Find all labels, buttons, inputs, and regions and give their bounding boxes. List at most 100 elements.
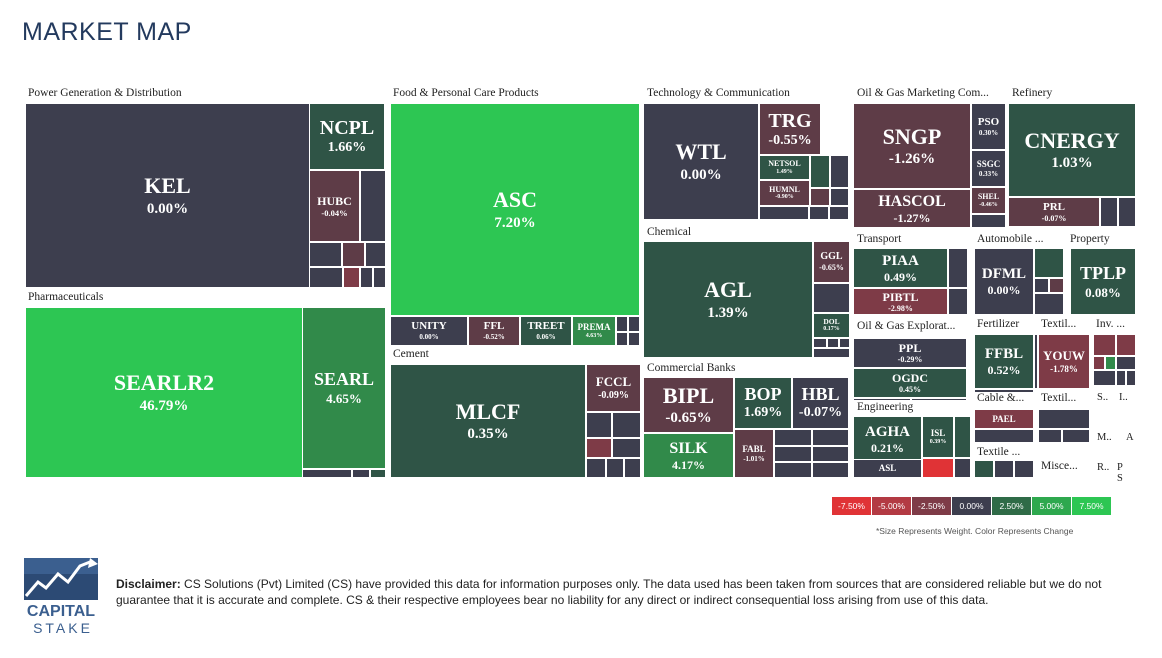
stock-tile[interactable]: PPL -0.29% (853, 338, 967, 368)
stock-tile-small[interactable] (774, 429, 812, 446)
stock-tile[interactable]: SEARLR2 46.79% (25, 307, 303, 478)
stock-tile[interactable]: HBL -0.07% (792, 377, 849, 429)
stock-tile-small[interactable] (1116, 334, 1136, 356)
stock-tile-small[interactable] (812, 446, 849, 462)
stock-tile-small[interactable] (342, 242, 365, 267)
stock-tile[interactable]: HASCOL -1.27% (853, 189, 971, 228)
stock-tile[interactable]: HUMNL -0.90% (759, 180, 810, 206)
stock-tile-small[interactable] (343, 267, 360, 288)
stock-tile[interactable]: NCPL 1.66% (309, 103, 385, 170)
stock-tile[interactable]: FABL -1.01% (734, 429, 774, 478)
stock-tile[interactable]: PIBTL -2.98% (853, 288, 948, 315)
stock-tile-small[interactable] (360, 170, 386, 242)
stock-tile-small[interactable] (1038, 429, 1062, 443)
stock-tile-small[interactable] (586, 438, 612, 458)
stock-tile-small[interactable] (1116, 370, 1126, 386)
stock-tile-small[interactable] (774, 462, 812, 478)
stock-tile[interactable]: AGHA 0.21% (853, 416, 922, 462)
stock-tile-small[interactable] (810, 188, 830, 206)
stock-tile-small[interactable] (830, 155, 849, 188)
stock-tile-small[interactable] (839, 338, 850, 348)
stock-tile-small[interactable] (813, 348, 850, 358)
stock-tile-small[interactable] (1093, 334, 1116, 356)
stock-tile-small[interactable] (759, 206, 809, 220)
stock-tile-small[interactable] (612, 438, 641, 458)
stock-tile-small[interactable] (352, 469, 370, 478)
stock-tile-small[interactable] (830, 188, 849, 206)
stock-tile[interactable]: GGL -0.65% (813, 241, 850, 283)
stock-tile-small[interactable] (1014, 460, 1034, 478)
stock-tile-small[interactable] (994, 460, 1014, 478)
stock-tile-small[interactable] (309, 242, 342, 267)
stock-tile-small[interactable] (954, 458, 971, 478)
stock-tile-small[interactable] (974, 389, 1034, 393)
stock-tile-small[interactable] (1034, 334, 1038, 389)
stock-tile[interactable]: OGDC 0.45% (853, 368, 967, 398)
stock-tile[interactable]: SILK 4.17% (643, 433, 734, 478)
stock-tile-small[interactable] (586, 458, 606, 478)
stock-tile[interactable]: FCCL -0.09% (586, 364, 641, 412)
stock-tile-small[interactable] (948, 248, 968, 288)
stock-tile-small[interactable] (948, 288, 968, 315)
stock-tile-small[interactable] (812, 462, 849, 478)
stock-tile-small[interactable] (628, 316, 640, 332)
stock-tile[interactable]: PRL -0.07% (1008, 197, 1100, 227)
stock-tile-small[interactable] (974, 460, 994, 478)
stock-tile[interactable]: DFML 0.00% (974, 248, 1034, 315)
stock-tile-small[interactable] (810, 155, 830, 188)
stock-tile-small[interactable] (827, 338, 839, 348)
stock-tile[interactable]: TREET 0.06% (520, 316, 572, 346)
stock-tile-small[interactable] (1126, 370, 1136, 386)
stock-tile-small[interactable] (1034, 278, 1049, 293)
stock-tile-small[interactable] (616, 332, 628, 346)
stock-tile-small[interactable] (616, 316, 628, 332)
stock-tile[interactable]: DOL 0.17% (813, 313, 850, 338)
capital-stake-logo[interactable]: CAPITAL STAKE (24, 558, 102, 636)
stock-tile-small[interactable] (1093, 370, 1116, 386)
stock-tile-small[interactable] (360, 267, 373, 288)
stock-tile[interactable]: UNITY 0.00% (390, 316, 468, 346)
stock-tile[interactable]: NETSOL 1.49% (759, 155, 810, 180)
stock-tile[interactable]: YOUW -1.78% (1038, 334, 1090, 389)
stock-tile-small[interactable] (1062, 429, 1090, 443)
stock-tile[interactable]: KEL 0.00% (25, 103, 310, 288)
stock-tile-small[interactable] (813, 338, 827, 348)
stock-tile-small[interactable] (911, 398, 967, 401)
stock-tile[interactable]: AGL 1.39% (643, 241, 813, 358)
stock-tile[interactable]: PSO 0.30% (971, 103, 1006, 150)
stock-tile[interactable]: PAEL (974, 409, 1034, 429)
stock-tile-small[interactable] (1105, 356, 1116, 370)
stock-tile[interactable]: TPLP 0.08% (1070, 248, 1136, 315)
stock-tile-small[interactable] (829, 206, 849, 220)
stock-tile-small[interactable] (1034, 293, 1064, 315)
stock-tile[interactable]: SSGC 0.33% (971, 150, 1006, 187)
stock-tile-small[interactable] (809, 206, 829, 220)
stock-tile[interactable]: PREMA 4.63% (572, 316, 616, 346)
stock-tile-small[interactable] (606, 458, 624, 478)
stock-tile[interactable]: SEARL 4.65% (302, 307, 386, 469)
stock-tile-small[interactable] (774, 446, 812, 462)
stock-tile-small[interactable] (1100, 197, 1118, 227)
stock-tile-small[interactable] (586, 412, 612, 438)
stock-tile[interactable]: FFBL 0.52% (974, 334, 1034, 389)
stock-tile[interactable]: BIPL -0.65% (643, 377, 734, 433)
stock-tile[interactable]: TRG -0.55% (759, 103, 821, 155)
stock-tile[interactable]: SNGP -1.26% (853, 103, 971, 189)
stock-tile-small[interactable] (1049, 278, 1064, 293)
stock-tile-small[interactable] (624, 458, 641, 478)
stock-tile-small[interactable] (812, 429, 849, 446)
stock-tile-small[interactable] (1118, 197, 1136, 227)
stock-tile[interactable]: HUBC -0.04% (309, 170, 360, 242)
stock-tile[interactable]: ASL (853, 459, 922, 478)
stock-tile-small[interactable] (1093, 356, 1105, 370)
stock-tile-small[interactable] (373, 267, 386, 288)
stock-tile-small[interactable] (971, 214, 1006, 228)
stock-tile[interactable]: BOP 1.69% (734, 377, 792, 429)
stock-tile[interactable]: ASC 7.20% (390, 103, 640, 316)
stock-tile[interactable]: MLCF 0.35% (390, 364, 586, 478)
stock-tile-small[interactable] (628, 332, 640, 346)
stock-tile-small[interactable] (1116, 356, 1136, 370)
stock-tile[interactable]: PIAA 0.49% (853, 248, 948, 288)
stock-tile-small[interactable] (853, 398, 911, 401)
stock-tile-small[interactable] (309, 267, 343, 288)
